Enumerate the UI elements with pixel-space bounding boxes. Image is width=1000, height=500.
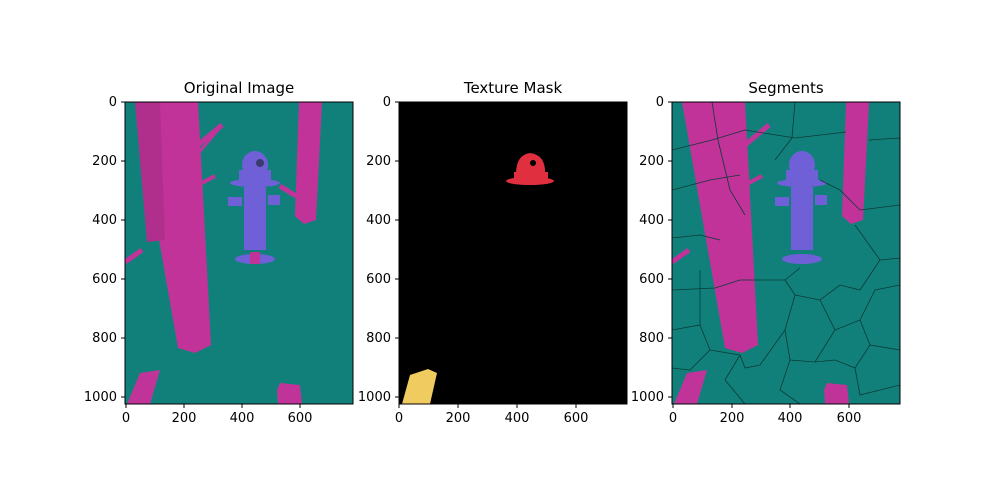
y-tick-label: 1000 <box>631 390 664 405</box>
bottom-shape-right <box>277 383 302 404</box>
y-tick-label: 400 <box>366 213 391 228</box>
hydrant <box>775 151 827 264</box>
y-tick-label: 400 <box>92 213 117 228</box>
segments-image <box>672 102 900 404</box>
y-tick-label: 0 <box>109 95 117 110</box>
panel-mask: Texture Mask 0 200 400 600 <box>358 79 628 426</box>
panel-segments: Segments <box>631 79 901 426</box>
x-tick-label: 0 <box>122 411 130 426</box>
x-tick-label: 600 <box>288 411 313 426</box>
axes-frame <box>671 101 901 405</box>
original-image <box>125 102 353 404</box>
y-tick-label: 600 <box>366 272 391 287</box>
mask-yellow-region <box>402 369 437 404</box>
panel-title: Segments <box>748 79 824 97</box>
y-axis: 0 200 400 600 800 1000 <box>84 95 125 405</box>
y-tick-label: 800 <box>366 331 391 346</box>
x-axis: 0 200 400 600 <box>669 404 862 426</box>
panel-title: Original Image <box>184 79 294 97</box>
pole-right <box>842 102 869 224</box>
y-tick-label: 1000 <box>84 390 117 405</box>
x-tick-label: 600 <box>837 411 862 426</box>
mask-image <box>399 102 627 404</box>
panel-original: Original Image <box>84 79 354 426</box>
y-tick-label: 600 <box>92 272 117 287</box>
pole-right <box>295 102 322 224</box>
x-tick-label: 400 <box>505 411 530 426</box>
y-tick-label: 200 <box>366 154 391 169</box>
x-tick-label: 0 <box>395 411 403 426</box>
pole-left <box>682 102 758 353</box>
x-tick-label: 600 <box>564 411 589 426</box>
panel-title: Texture Mask <box>463 79 563 97</box>
x-tick-label: 200 <box>720 411 745 426</box>
y-axis: 0 200 400 600 800 1000 <box>358 95 399 405</box>
y-tick-label: 1000 <box>358 390 391 405</box>
x-axis: 0 200 400 600 <box>122 404 313 426</box>
y-axis: 0 200 400 600 800 1000 <box>631 95 672 405</box>
y-tick-label: 0 <box>656 95 664 110</box>
axes-frame <box>124 101 354 405</box>
y-tick-label: 800 <box>92 331 117 346</box>
x-tick-label: 200 <box>172 411 197 426</box>
x-tick-label: 0 <box>669 411 677 426</box>
y-tick-label: 400 <box>639 213 664 228</box>
y-tick-label: 200 <box>639 154 664 169</box>
y-tick-label: 600 <box>639 272 664 287</box>
y-tick-label: 200 <box>92 154 117 169</box>
x-tick-label: 400 <box>230 411 255 426</box>
y-tick-label: 800 <box>639 331 664 346</box>
y-tick-label: 0 <box>383 95 391 110</box>
axes-frame <box>398 101 628 405</box>
x-axis: 0 200 400 600 <box>395 404 589 426</box>
segment-boundaries <box>672 102 900 404</box>
bottom-shape-left <box>127 370 160 404</box>
mask-background <box>399 102 627 404</box>
x-tick-label: 400 <box>778 411 803 426</box>
x-tick-label: 200 <box>446 411 471 426</box>
